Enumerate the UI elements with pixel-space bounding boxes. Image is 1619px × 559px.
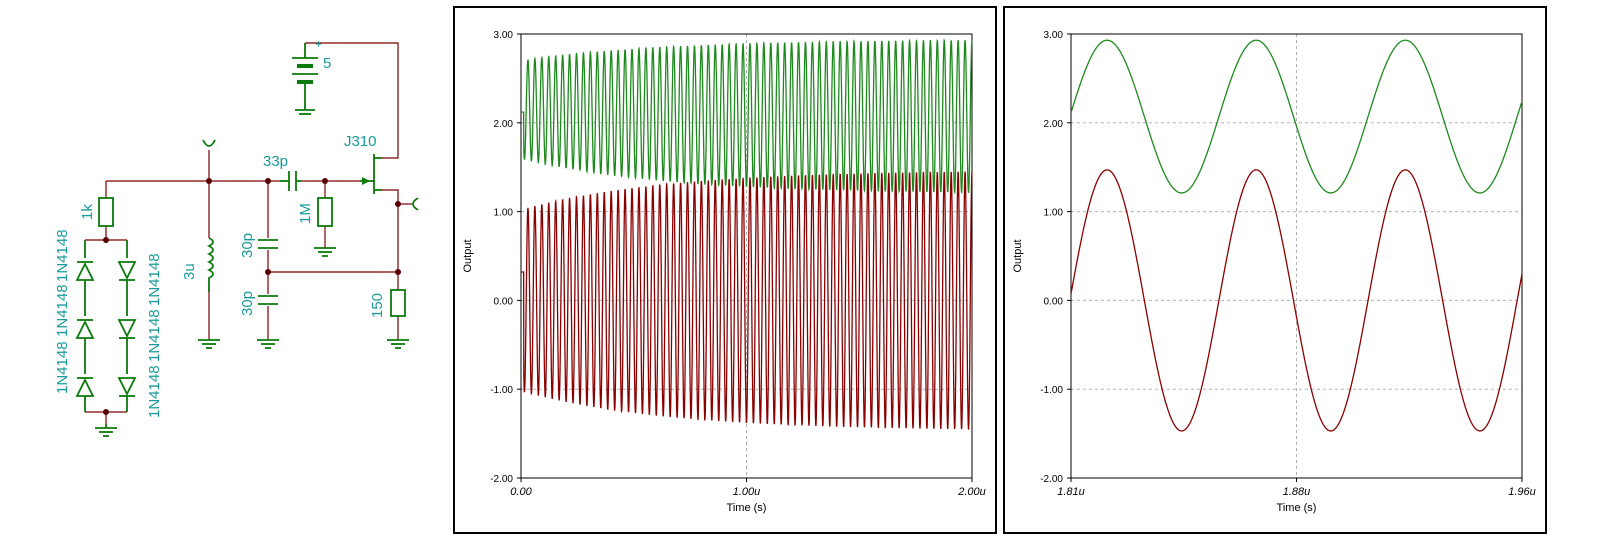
- chart-svg-zoom: -2.00 -1.00 0.00 1.00 2.00 3.00 1.81u 1.88u 1.96…: [1012, 30, 1536, 514]
- series-line-bottom: [1070, 169, 1523, 432]
- jfet-gate-arrow: [362, 177, 370, 185]
- y-tick-label: -2.00: [490, 474, 513, 485]
- y-tick-label: 0.00: [494, 296, 514, 307]
- diode-column-right: [117, 240, 137, 412]
- y-tick-label: 3.00: [1044, 30, 1064, 41]
- cap-lower-label: 30p: [239, 291, 256, 316]
- waveform-plot-full: -2.00 -1.00 0.00 1.00 2.00 3.00 0.00 1.00u 2.00u…: [453, 6, 997, 534]
- y-tick-label: 2.00: [494, 119, 514, 130]
- coupling-cap-label: 33p: [263, 153, 288, 170]
- x-tick-label: 1.96u: [1508, 486, 1536, 498]
- waveform-plot-zoom: -2.00 -1.00 0.00 1.00 2.00 3.00 1.81u 1.88u 1.96…: [1003, 6, 1547, 534]
- y-tick-label: -2.00: [1040, 474, 1063, 485]
- resistor-150: [390, 289, 406, 317]
- y-tick-label: 1.00: [494, 208, 514, 219]
- y-tick-label: 0.00: [1044, 296, 1064, 307]
- probe-output: [412, 197, 419, 211]
- plot-frame: [520, 33, 973, 479]
- x-tick-label: 0.00: [510, 486, 532, 498]
- y-axis-label: Output: [1012, 239, 1024, 272]
- plot-frame: [1070, 33, 1523, 479]
- x-axis-label: Time (s): [727, 502, 767, 514]
- battery-plus-label: +: [315, 37, 322, 51]
- diode-label: 1N4148: [146, 309, 163, 362]
- resistor-1m: [317, 197, 333, 227]
- series-resistor-label: 1k: [79, 204, 96, 220]
- jfet-label: J310: [344, 133, 377, 150]
- y-tick-label: -1.00: [1040, 385, 1063, 396]
- gate-resistor-label: 1M: [297, 203, 314, 224]
- x-tick-label: 1.81u: [1057, 486, 1085, 498]
- y-tick-label: 1.00: [1044, 208, 1064, 219]
- x-axis-label: Time (s): [1277, 502, 1317, 514]
- components: [75, 43, 419, 437]
- chart-svg-full: -2.00 -1.00 0.00 1.00 2.00 3.00 0.00 1.00u 2.00u…: [462, 30, 986, 514]
- diode-label: 1N4148: [54, 341, 71, 394]
- series-line-bottom: [521, 171, 973, 431]
- y-tick-label: 3.00: [494, 30, 514, 41]
- jfet-symbol: [360, 154, 382, 194]
- battery-symbol: [292, 43, 318, 115]
- x-tick-label: 2.00u: [957, 486, 986, 498]
- diode-label: 1N4148: [146, 365, 163, 418]
- y-axis-label: Output: [462, 239, 474, 272]
- y-tick-label: 2.00: [1044, 119, 1064, 130]
- diode-label: 1N4148: [146, 253, 163, 306]
- cap-upper-label: 30p: [239, 233, 256, 258]
- battery-label: 5: [323, 55, 331, 72]
- diode-label: 1N4148: [54, 284, 71, 337]
- x-tick-label: 1.00u: [733, 486, 761, 498]
- diode-column-left: [75, 240, 95, 412]
- junction-dots: [103, 178, 401, 415]
- y-tick-label: -1.00: [490, 385, 513, 396]
- ground-symbols: [95, 247, 409, 437]
- inductor: [206, 237, 214, 292]
- circuit-schematic: + 5 J310 33p 1M 30p 30p 150 3u 1k 1N4148…: [54, 37, 419, 437]
- series-line-top: [1070, 39, 1523, 194]
- resistor-1k: [98, 197, 114, 227]
- series-line-top: [521, 38, 973, 195]
- probe-top: [202, 139, 216, 147]
- source-resistor-label: 150: [369, 293, 386, 318]
- inductor-label: 3u: [181, 263, 198, 280]
- diode-label: 1N4148: [54, 229, 71, 282]
- x-tick-label: 1.88u: [1283, 486, 1311, 498]
